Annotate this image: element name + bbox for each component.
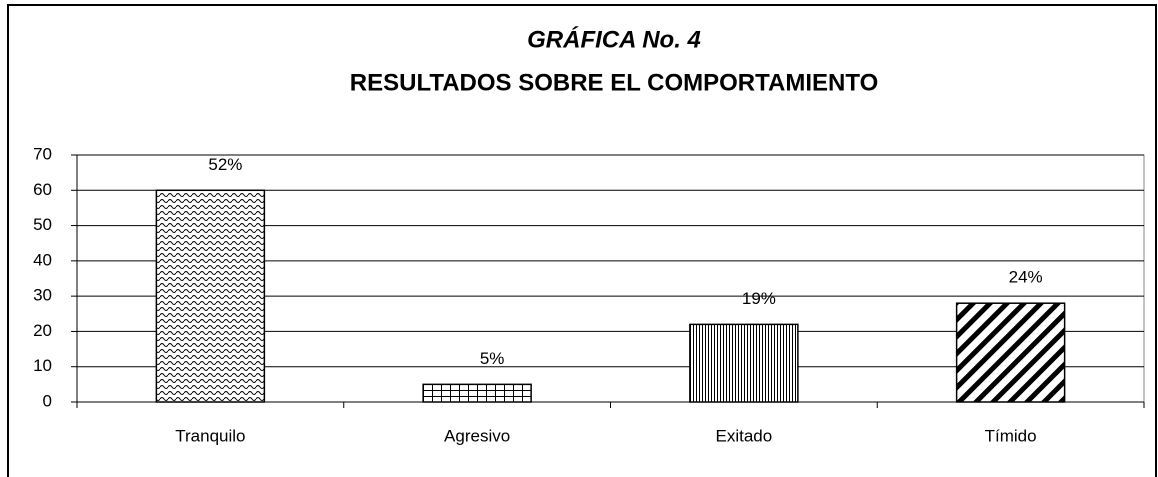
bar bbox=[155, 189, 266, 403]
y-tick-label: 0 bbox=[43, 391, 52, 410]
bar bbox=[955, 302, 1066, 403]
y-tick-label: 50 bbox=[33, 215, 52, 234]
frame bbox=[7, 4, 1157, 477]
y-tick-label: 70 bbox=[33, 144, 52, 163]
y-tick-label: 60 bbox=[33, 180, 52, 199]
x-tick-label: Tímido bbox=[985, 426, 1037, 445]
chart-subtitle: RESULTADOS SOBRE EL COMPORTAMIENTO bbox=[350, 69, 878, 96]
bar bbox=[422, 383, 532, 403]
bar bbox=[689, 323, 799, 403]
data-label: 19% bbox=[742, 289, 776, 308]
chart-title: GRÁFICA No. 4 bbox=[527, 25, 701, 53]
data-label: 5% bbox=[480, 349, 505, 368]
y-tick-label: 20 bbox=[33, 321, 52, 340]
x-tick-label: Exitado bbox=[716, 426, 773, 445]
y-tick-label: 10 bbox=[33, 356, 52, 375]
y-tick-label: 40 bbox=[33, 250, 52, 269]
x-tick-label: Agresivo bbox=[444, 426, 510, 445]
data-label: 24% bbox=[1009, 268, 1043, 287]
y-tick-label: 30 bbox=[33, 286, 52, 305]
data-label: 52% bbox=[208, 155, 242, 174]
x-tick-label: Tranquilo bbox=[175, 426, 245, 445]
